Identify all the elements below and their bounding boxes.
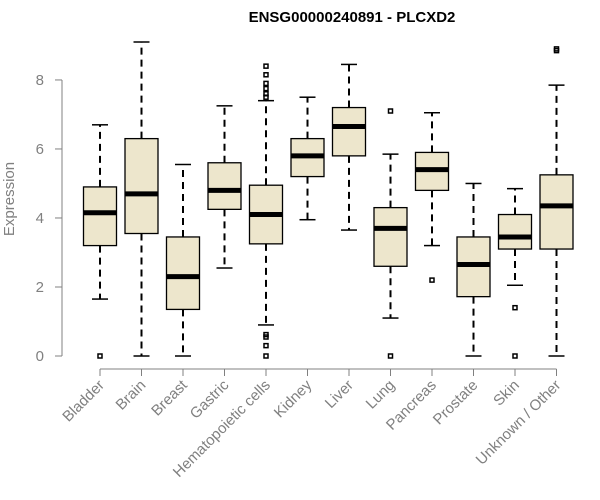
- outlier-point: [512, 304, 518, 311]
- box-lung: [373, 108, 408, 359]
- box-bladder: [82, 124, 118, 359]
- outlier-point: [263, 331, 269, 338]
- box-gastric: [207, 105, 242, 269]
- outlier-point: [512, 353, 518, 359]
- box-iqr: [207, 162, 242, 211]
- y-tick-label: 0: [36, 348, 44, 365]
- outlier-point: [263, 72, 269, 78]
- y-tick-label: 2: [36, 279, 44, 296]
- outlier-point: [553, 46, 560, 52]
- outlier-point: [263, 353, 269, 359]
- x-tick-label: Breast: [148, 376, 191, 419]
- x-tick-label: Kidney: [271, 376, 316, 421]
- box-breast: [165, 163, 201, 357]
- box-iqr: [165, 236, 201, 311]
- x-tick-label: Lung: [363, 377, 399, 413]
- outlier-point: [263, 91, 269, 97]
- outlier-point: [97, 353, 103, 359]
- box-skin: [497, 187, 533, 359]
- box-kidney: [290, 96, 325, 221]
- box-iqr: [124, 137, 159, 235]
- box-iqr: [497, 213, 533, 250]
- outlier-point: [387, 108, 394, 114]
- y-tick-label: 6: [36, 141, 44, 158]
- x-tick-label: Prostate: [430, 377, 482, 429]
- y-axis: 0 2 4 6 8: [36, 72, 63, 365]
- outlier-point: [263, 85, 269, 92]
- box-hematopoietic-cells: [248, 63, 284, 359]
- y-axis-label: Expression: [1, 162, 18, 236]
- outlier-point: [263, 80, 269, 87]
- y-tick-label: 8: [36, 72, 44, 89]
- box-iqr: [331, 106, 367, 157]
- box-iqr: [539, 174, 574, 250]
- y-tick-label: 4: [36, 210, 44, 227]
- chart-title: ENSG00000240891 - PLCXD2: [249, 9, 456, 26]
- x-tick-label: Skin: [490, 377, 523, 410]
- box-unknown-other: [539, 46, 574, 357]
- box-brain: [124, 41, 159, 357]
- x-tick-label: Liver: [322, 377, 357, 412]
- box-iqr: [82, 186, 118, 247]
- x-tick-label: Brain: [113, 377, 150, 414]
- outlier-point: [429, 277, 435, 283]
- outlier-point: [263, 342, 269, 349]
- boxes-group: [82, 41, 574, 359]
- outlier-point: [263, 63, 269, 69]
- box-liver: [331, 63, 367, 231]
- outlier-point: [387, 353, 394, 359]
- box-pancreas: [414, 111, 450, 283]
- box-iqr: [373, 206, 408, 267]
- x-tick-label: Bladder: [59, 377, 108, 426]
- box-prostate: [456, 182, 491, 357]
